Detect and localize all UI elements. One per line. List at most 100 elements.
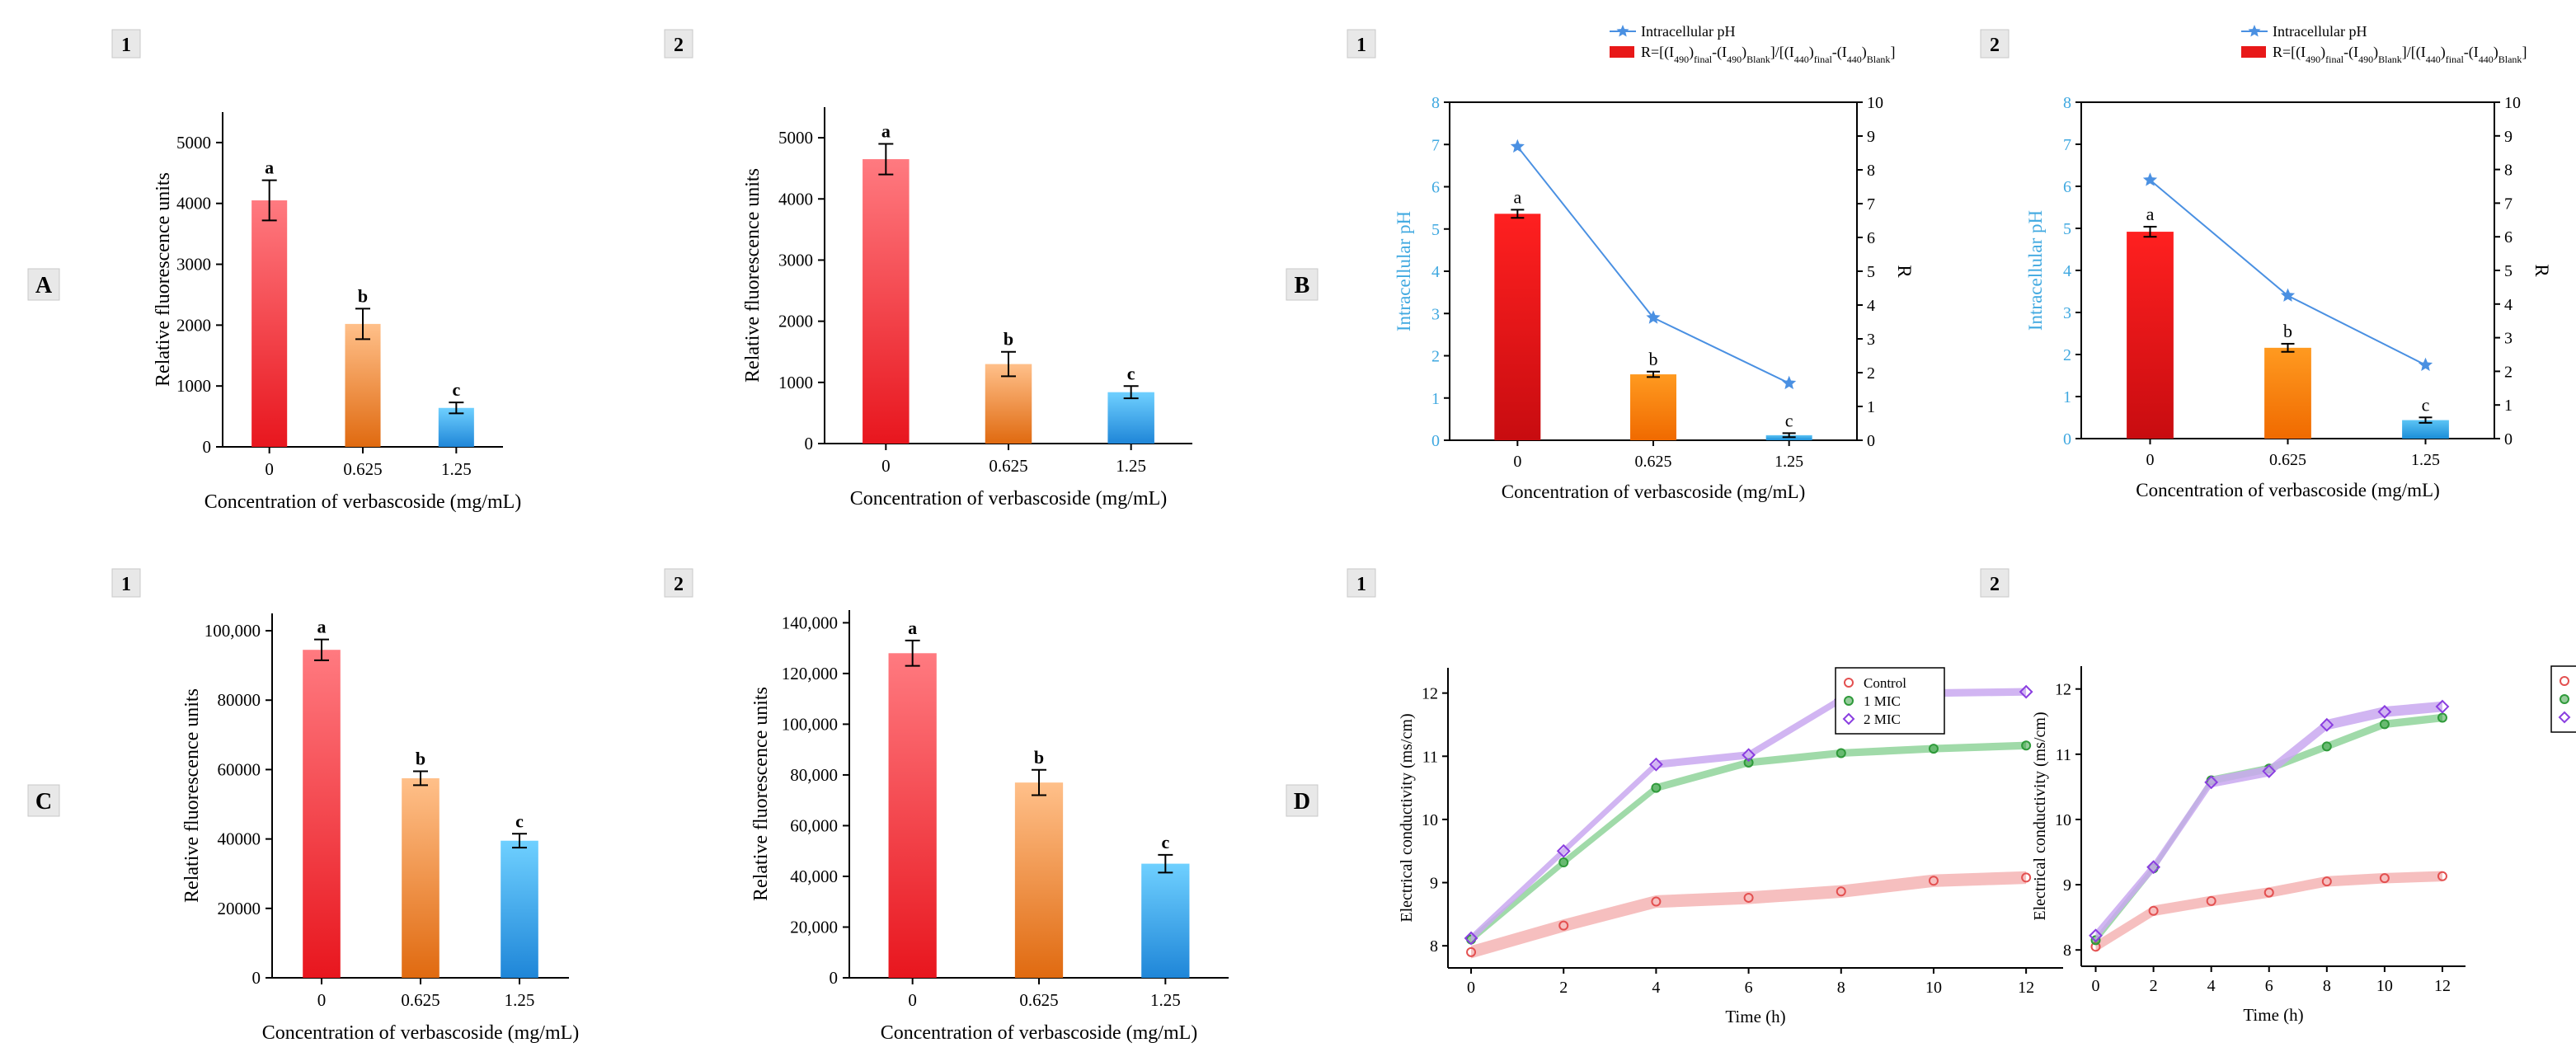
chart-B2-legend-r-swatch <box>2241 46 2266 58</box>
chart-B2-xtick-label: 0.625 <box>2269 451 2306 469</box>
chart-C2-bar <box>888 653 937 978</box>
chart-B2-ylabel-right: R <box>2531 264 2552 277</box>
chart-B2-legend-ph-star <box>2248 25 2261 37</box>
chart-D2-point-control <box>2437 871 2447 881</box>
chart-D1-xtick-label: 6 <box>1745 979 1753 997</box>
svg-text:D: D <box>1294 789 1310 815</box>
chart-C1-badge-text: 1 <box>121 574 131 595</box>
chart-C1-bar <box>501 840 538 978</box>
chart-D1-point-control <box>1466 946 1477 957</box>
chart-B1-ph-point <box>1510 139 1525 153</box>
chart-A2-sig-letter: a <box>881 121 891 142</box>
chart-A2-ytick-label: 3000 <box>778 250 813 270</box>
chart-D1: 1 8 9 10 11 12 0 2 4 6 8 10 12 Control 1 MIC 2 MIC Time … <box>1347 568 2063 1026</box>
chart-B1-legend-ph-label: Intracellular pH <box>1641 23 1735 40</box>
chart-B2-ph-point <box>2142 172 2158 186</box>
chart-A1-bar <box>438 407 474 447</box>
chart-B1-ytick-right-label: 4 <box>1867 297 1875 315</box>
chart-A1-ytick-label: 0 <box>203 437 212 457</box>
chart-B1-ytick-right-label: 3 <box>1867 331 1875 349</box>
chart-D1-ytick-label: 9 <box>1430 875 1438 893</box>
chart-D2-point-control <box>2263 887 2274 898</box>
chart-D2-xtick-label: 4 <box>2207 977 2216 995</box>
chart-B2-bar <box>2127 232 2174 439</box>
chart-D1-point-control <box>1928 876 1939 886</box>
chart-B1-ytick-left-label: 7 <box>1431 136 1440 154</box>
chart-D1-badge-text: 1 <box>1356 574 1366 595</box>
chart-C2-xtick-label: 0 <box>908 990 917 1010</box>
chart-B1-ph-point <box>1782 375 1797 390</box>
chart-A1-badge: 1 <box>111 29 141 59</box>
chart-B2-ytick-left-label: 5 <box>2063 220 2071 238</box>
chart-B2-ytick-left-label: 0 <box>2063 430 2071 449</box>
chart-D2-point-mic2 <box>2089 928 2103 943</box>
chart-D1-point-mic2 <box>2019 684 2033 699</box>
chart-B2-ytick-left-label: 6 <box>2063 178 2071 196</box>
chart-B1-ph-point <box>1646 310 1661 324</box>
chart-A1-sig-letter: b <box>358 285 368 306</box>
chart-D1-legend-label: Control <box>1864 675 1906 691</box>
chart-D1-ytick-label: 11 <box>1422 748 1438 766</box>
chart-D2-xtick-label: 8 <box>2323 977 2331 995</box>
chart-B1-ylabel-right: R <box>1894 265 1915 278</box>
chart-C2-ytick-label: 80,000 <box>790 765 838 785</box>
chart-D1-point-mic1 <box>2021 740 2032 751</box>
chart-A1-bar <box>345 323 381 447</box>
chart-B2-ytick-right-label: 4 <box>2504 296 2513 314</box>
chart-C1-bar <box>402 777 440 978</box>
chart-B1-badge-box <box>1347 29 1376 59</box>
chart-C2-ytick-label: 100,000 <box>782 714 838 734</box>
chart-D2-xlabel: Time (h) <box>2243 1005 2303 1025</box>
chart-D1-legend: Control 1 MIC 2 MIC <box>1835 667 1945 735</box>
chart-C2-sig-letter: c <box>1161 832 1169 852</box>
chart-B1-legend-r-swatch <box>1610 46 1634 58</box>
chart-C1-sig-letter: b <box>416 749 425 769</box>
chart-C2-xlabel: Concentration of verbascoside (mg/mL) <box>881 1022 1198 1044</box>
chart-D2-ylabel: Electrical conductivity (ms/cm) <box>2031 712 2049 920</box>
chart-A2-xlabel: Concentration of verbascoside (mg/mL) <box>850 488 1168 510</box>
chart-D1-point-mic2 <box>1556 843 1571 858</box>
svg-text:B: B <box>1295 273 1310 298</box>
chart-A1-badge-box <box>111 29 141 59</box>
chart-B1-ytick-left-label: 1 <box>1431 390 1440 408</box>
chart-B2-ytick-right-label: 6 <box>2504 228 2513 247</box>
chart-D2-point-mic2 <box>2435 699 2450 714</box>
chart-D2-badge-text: 2 <box>1990 574 2000 595</box>
chart-B1-sig-letter: b <box>1649 349 1658 369</box>
chart-A2-xtick-label: 0.625 <box>989 456 1027 476</box>
panel-label-B: B <box>1286 268 1319 301</box>
chart-D1-legend-marker <box>1844 678 1854 688</box>
chart-D1-band-mic1 <box>1471 741 2027 944</box>
chart-D2-legend-marker <box>2560 694 2569 704</box>
chart-C2-ytick-label: 0 <box>830 968 839 988</box>
chart-C1-xtick-label: 1.25 <box>505 990 535 1010</box>
chart-B1-ytick-right-label: 1 <box>1867 398 1875 416</box>
chart-A2-ytick-label: 5000 <box>778 128 813 148</box>
chart-B1-bar <box>1494 214 1541 440</box>
chart-B2-badge-box <box>1980 29 2010 59</box>
chart-D1-xtick-label: 0 <box>1467 979 1475 997</box>
chart-C1-ylabel: Relative fluorescence units <box>181 688 203 903</box>
chart-A1: 1 0 1000 2000 3000 4000 5000 a 0 b 0.625 c 1.25 Conce… <box>111 29 521 513</box>
chart-D1-ylabel: Electrical conductivity (ms/cm) <box>1398 713 1416 922</box>
chart-D1-point-control <box>1558 920 1569 931</box>
chart-A2-ytick-label: 1000 <box>778 373 813 392</box>
chart-C2-ytick-label: 40,000 <box>790 866 838 886</box>
svg-text:A: A <box>35 273 53 298</box>
chart-B2-ytick-left-label: 7 <box>2063 136 2071 154</box>
chart-C1-sig-letter: a <box>317 617 327 637</box>
chart-D2-band-mic2 <box>2095 701 2442 942</box>
chart-D2-point-mic2 <box>2262 763 2277 778</box>
chart-D2-point-mic2 <box>2377 704 2392 719</box>
chart-B2-ytick-left-label: 4 <box>2063 262 2071 280</box>
chart-A1-ytick-label: 3000 <box>176 255 211 275</box>
chart-C1-ytick-label: 40000 <box>218 829 261 849</box>
chart-B2-badge: 2 <box>1980 29 2010 59</box>
svg-text:C: C <box>35 789 52 815</box>
chart-B1-bar <box>1630 374 1676 440</box>
chart-B1: 1012345678012345678910a0b0.625c1.25Conce… <box>1347 23 1915 502</box>
chart-D2-legend-marker <box>2558 711 2571 724</box>
chart-B2-ytick-right-label: 9 <box>2504 128 2513 146</box>
